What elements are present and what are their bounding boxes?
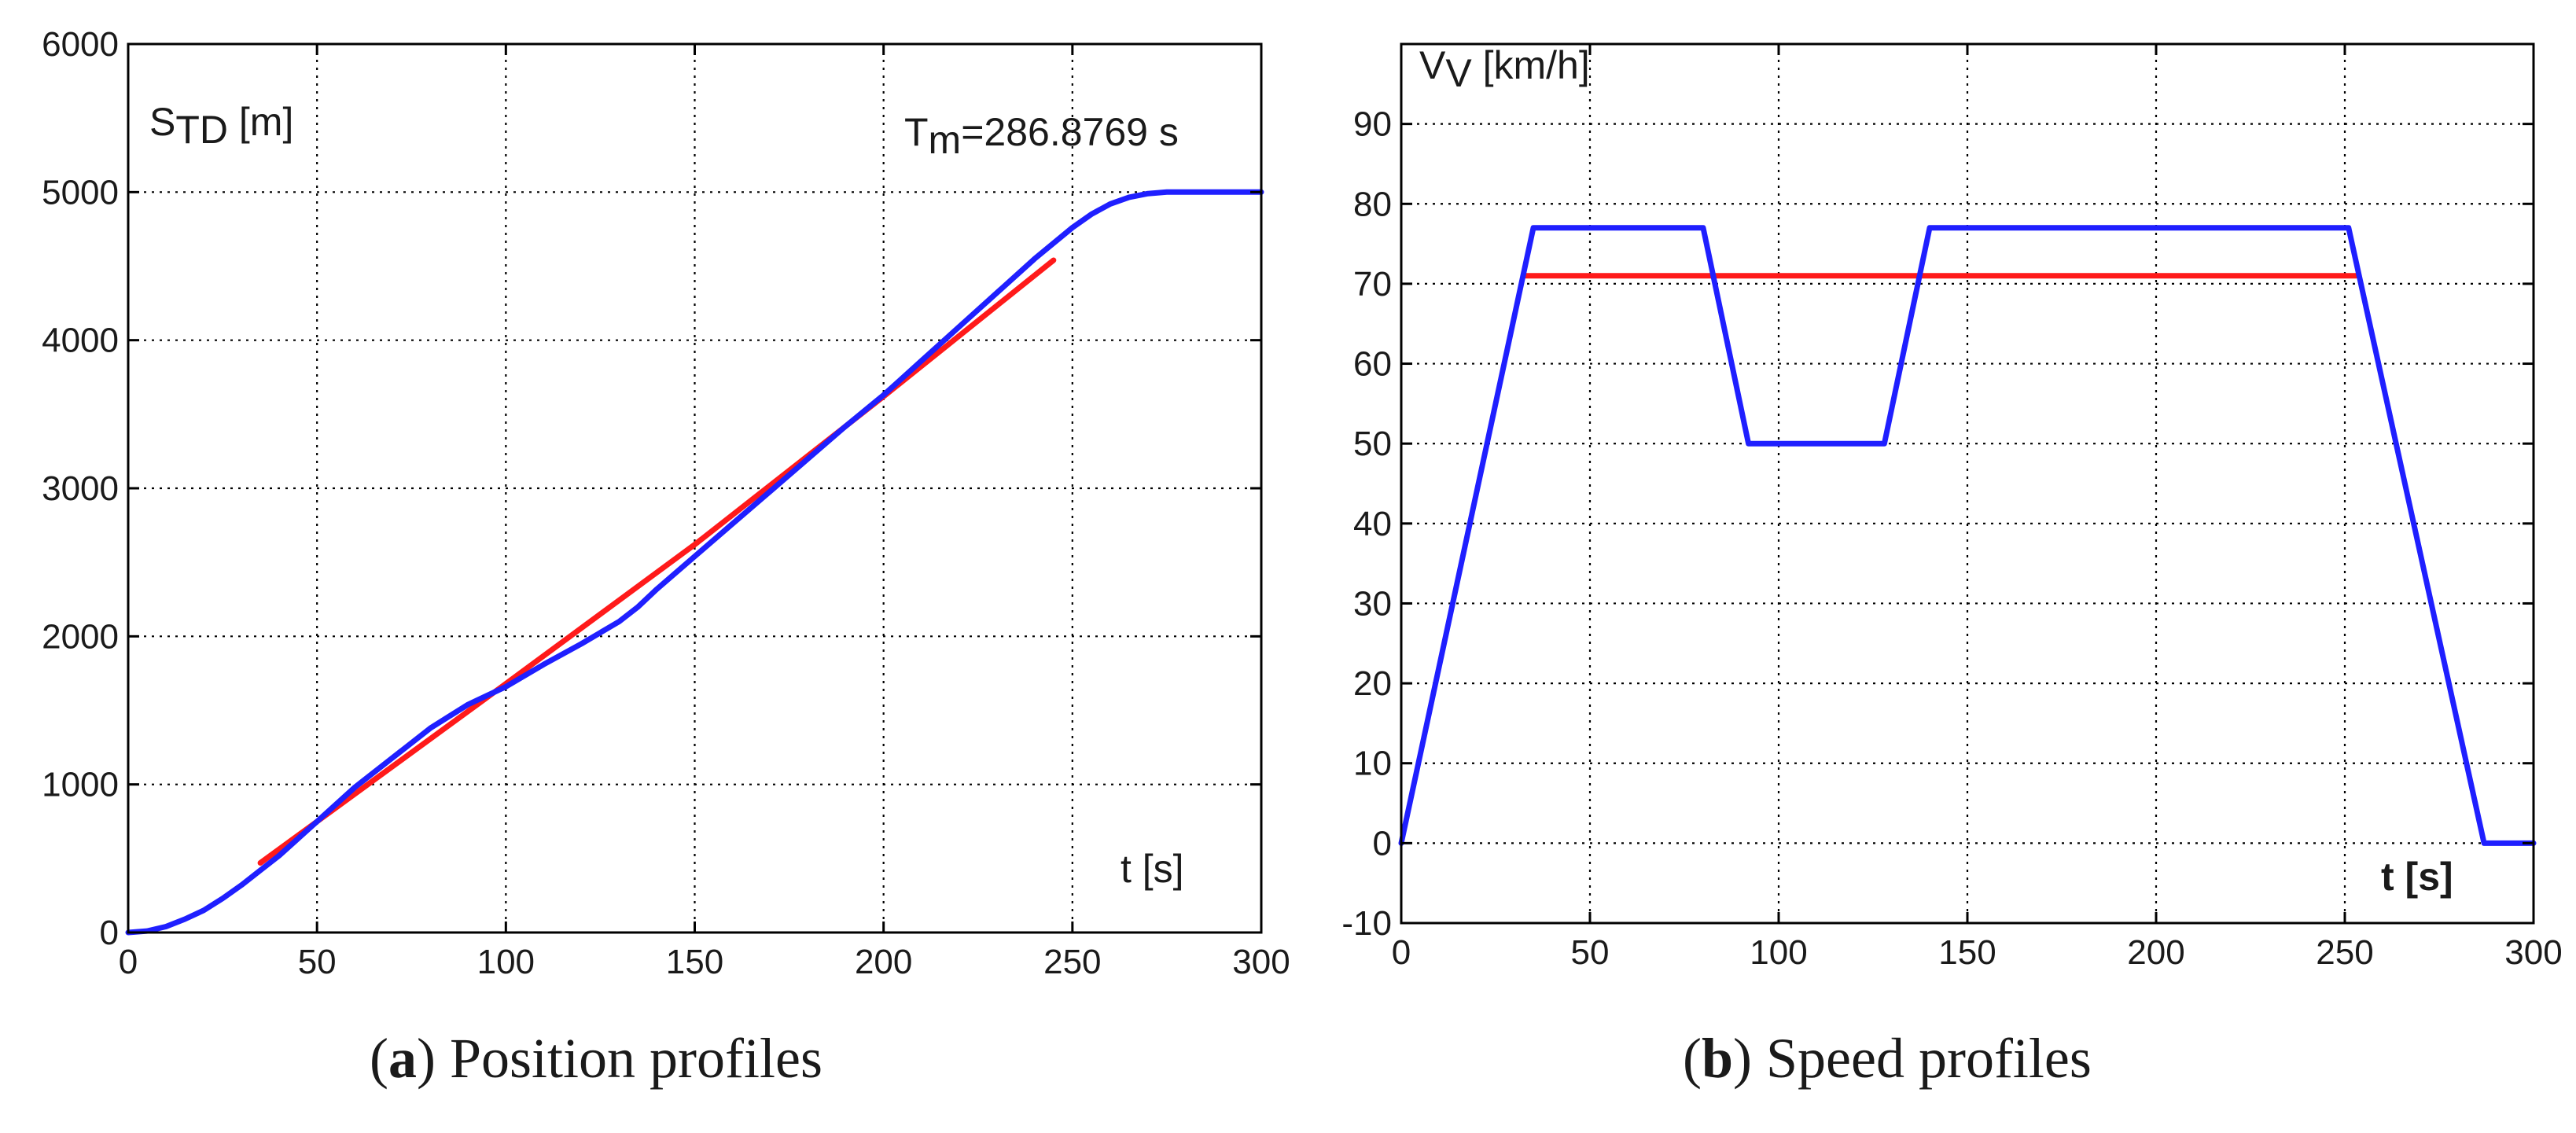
chart-caption: (b) Speed profiles: [1683, 1027, 2092, 1090]
y-tick-label: 2000: [42, 617, 119, 656]
x-tick-label: 200: [2127, 933, 2184, 972]
x-tick-label: 150: [1938, 933, 1996, 972]
x-axis-label: t [s]: [2381, 855, 2453, 899]
tick-labels: 0 50 100 150 200 250 3000100020003000400050006…: [42, 25, 1290, 981]
travel-time-annotation: Tm=286.8769 s: [904, 110, 1179, 162]
x-tick-label: 0: [119, 943, 138, 981]
blue-series-line: [1398, 225, 2537, 846]
y-tick-label: 0: [100, 914, 119, 952]
y-tick-label: 0: [1373, 824, 1392, 863]
x-tick-label: 300: [1232, 943, 1290, 981]
x-tick-label: 100: [1750, 933, 1807, 972]
y-tick-label: 50: [1353, 425, 1392, 463]
y-tick-label: 6000: [42, 25, 119, 64]
y-tick-label: 40: [1353, 505, 1392, 543]
chart-caption: (a) Position profiles: [370, 1027, 822, 1090]
grid: [128, 44, 1261, 933]
blue-series-line: [125, 189, 1264, 936]
y-tick-label: 30: [1353, 584, 1392, 623]
grid: [1401, 44, 2534, 923]
y-tick-label: 60: [1353, 345, 1392, 384]
y-tick-label: 10: [1353, 745, 1392, 783]
red-series-line: [257, 257, 1057, 866]
x-tick-label: 300: [2504, 933, 2562, 972]
y-tick-label: 80: [1353, 185, 1392, 223]
y-tick-label: 70: [1353, 265, 1392, 303]
x-tick-label: 250: [1043, 943, 1101, 981]
x-axis-label: t [s]: [1121, 847, 1184, 891]
series-layer: [1398, 225, 2537, 846]
x-tick-label: 250: [2316, 933, 2373, 972]
x-tick-label: 0: [1392, 933, 1411, 972]
y-axis-label: STD [m]: [149, 100, 293, 152]
x-tick-label: 200: [855, 943, 912, 981]
x-tick-label: 50: [298, 943, 337, 981]
x-tick-label: 100: [477, 943, 535, 981]
series-layer: [125, 189, 1264, 936]
y-tick-label: 1000: [42, 766, 119, 804]
position-profiles-chart: 0 50 100 150 200 250 3000100020003000400050006…: [42, 25, 1290, 1090]
y-axis-label: VV [km/h]: [1419, 43, 1590, 95]
x-tick-label: 150: [666, 943, 723, 981]
y-tick-label: 4000: [42, 322, 119, 360]
y-tick-label: 20: [1353, 664, 1392, 703]
y-tick-label: 90: [1353, 105, 1392, 144]
speed-profiles-chart: 0 50 100 150 200 250 300-100102030405060708090…: [1341, 42, 2563, 1090]
y-tick-label: 5000: [42, 173, 119, 212]
y-tick-label: 3000: [42, 469, 119, 508]
y-tick-label: -10: [1341, 904, 1392, 943]
x-tick-label: 50: [1571, 933, 1610, 972]
